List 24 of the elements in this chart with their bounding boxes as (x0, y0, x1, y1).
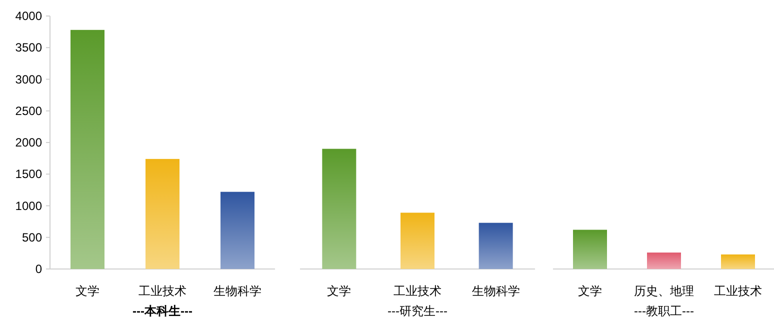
y-tick-label: 3000 (15, 72, 42, 86)
y-tick-label: 1500 (15, 167, 42, 182)
x-tick-label: 工业技术 (714, 284, 762, 298)
y-tick-label: 0 (35, 262, 42, 276)
x-tick-label: 生物科学 (472, 284, 520, 298)
y-tick-label: 2000 (15, 136, 42, 150)
y-tick-label: 3500 (15, 40, 42, 55)
y-tick-label: 2500 (15, 104, 42, 118)
x-tick-label: 文学 (76, 284, 100, 298)
y-tick-label: 500 (22, 230, 42, 244)
y-tick-label: 4000 (15, 9, 42, 23)
x-axis-title: ---教职工--- (634, 304, 694, 318)
x-axis-title: ---本科生--- (132, 304, 192, 318)
x-tick-label: 文学 (327, 284, 352, 298)
y-tick-label: 1000 (15, 198, 42, 213)
x-tick-label: 历史、地理 (634, 284, 694, 298)
bar (146, 158, 180, 269)
bar (220, 192, 254, 269)
x-tick-label: 文学 (578, 284, 602, 298)
x-axis-title: ---研究生--- (388, 304, 448, 318)
x-tick-label: 生物科学 (214, 284, 262, 298)
x-tick-label: 工业技术 (138, 284, 186, 298)
bar (70, 30, 104, 269)
x-tick-label: 工业技术 (394, 284, 442, 298)
